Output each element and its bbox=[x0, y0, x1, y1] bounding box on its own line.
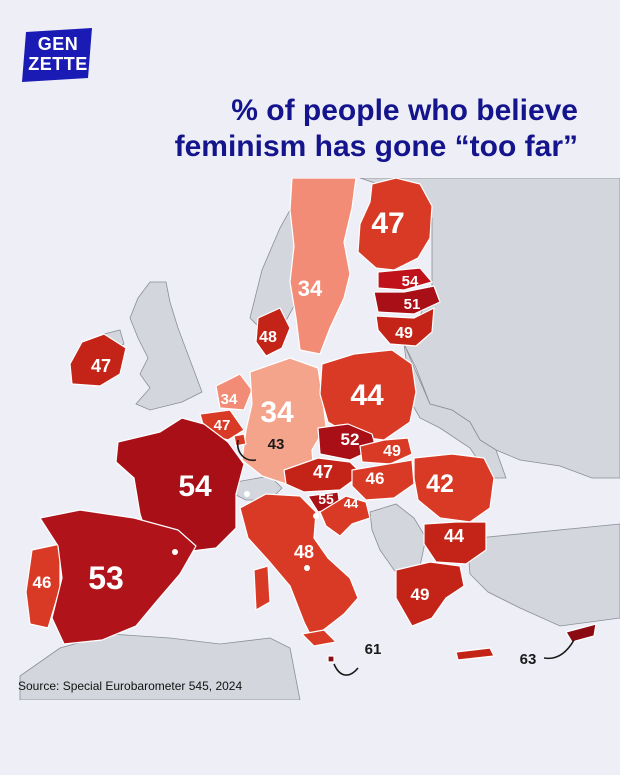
logo-line-2: ZETTE bbox=[28, 54, 88, 74]
bulgaria-value-label: 44 bbox=[444, 526, 464, 546]
sicily-shape bbox=[301, 629, 337, 647]
hungary-value-label: 46 bbox=[366, 469, 385, 488]
slovenia-value-label: 55 bbox=[318, 491, 334, 507]
bulgaria-shape bbox=[423, 521, 487, 565]
romania-shape bbox=[413, 453, 495, 523]
city-dot bbox=[172, 549, 178, 555]
logo-line-1: GEN bbox=[37, 34, 79, 54]
netherlands-value-label: 34 bbox=[221, 391, 238, 408]
capital-dots bbox=[172, 491, 319, 571]
value-labels: 47 34 54 51 49 48 47 34 47 34 43 44 52 49 47 46 55 44 42 44… bbox=[33, 207, 537, 668]
eu-countries bbox=[25, 178, 597, 663]
latvia-shape bbox=[373, 285, 441, 315]
brand-logo: GEN ZETTE bbox=[22, 26, 94, 84]
slovakia-value-label: 49 bbox=[383, 443, 401, 460]
crete-shape bbox=[455, 647, 495, 661]
spain-shape bbox=[39, 509, 197, 645]
croatia-shape bbox=[319, 495, 371, 537]
poland-shape bbox=[319, 349, 417, 441]
greece-shape bbox=[395, 561, 465, 627]
spain-value-label: 53 bbox=[88, 560, 124, 596]
sardinia-shape bbox=[253, 565, 271, 611]
finland-shape bbox=[357, 178, 433, 271]
malta-shape bbox=[327, 655, 335, 663]
page-title: % of people who believe feminism has gon… bbox=[98, 93, 578, 165]
callout-arrows bbox=[236, 439, 575, 676]
france-value-label: 54 bbox=[178, 470, 212, 503]
city-dot bbox=[244, 491, 250, 497]
sweden-value-label: 34 bbox=[298, 276, 323, 301]
malta-arrow bbox=[333, 663, 359, 676]
estonia-shape bbox=[377, 267, 433, 291]
italy-shape bbox=[239, 493, 359, 639]
france-shape bbox=[115, 417, 245, 553]
cyprus-value-label: 63 bbox=[520, 651, 537, 668]
slovakia-shape bbox=[359, 437, 413, 465]
austria-shape bbox=[283, 457, 363, 493]
ireland-value-label: 47 bbox=[91, 356, 111, 376]
title-line-1: % of people who believe bbox=[231, 94, 578, 127]
luxembourg-shape bbox=[233, 433, 247, 447]
belgium-value-label: 47 bbox=[214, 417, 231, 434]
portugal-value-label: 46 bbox=[33, 573, 52, 592]
logo-badge bbox=[22, 28, 92, 82]
croatia-value-label: 44 bbox=[344, 496, 359, 511]
finland-value-label: 47 bbox=[371, 207, 404, 240]
title-line-2: feminism has gone “too far” bbox=[174, 130, 578, 163]
source-note: Source: Special Eurobarometer 545, 2024 bbox=[18, 679, 243, 693]
romania-value-label: 42 bbox=[426, 470, 454, 498]
malta-value-label: 61 bbox=[365, 641, 382, 658]
lithuania-shape bbox=[375, 307, 435, 347]
austria-value-label: 47 bbox=[313, 462, 333, 482]
ireland-shape bbox=[69, 333, 127, 387]
greece-value-label: 49 bbox=[411, 585, 430, 604]
cyprus-shape bbox=[565, 623, 597, 643]
luxembourg-value-label: 43 bbox=[268, 436, 285, 453]
estonia-value-label: 54 bbox=[402, 273, 419, 290]
poland-value-label: 44 bbox=[350, 379, 384, 412]
logo-wordmark: GEN ZETTE bbox=[22, 34, 94, 74]
city-dot bbox=[304, 565, 310, 571]
cyprus-arrow bbox=[543, 639, 575, 660]
sweden-shape bbox=[289, 178, 357, 355]
denmark-shape bbox=[255, 307, 291, 357]
lithuania-value-label: 49 bbox=[395, 325, 413, 342]
luxembourg-arrow bbox=[236, 439, 257, 462]
hungary-shape bbox=[351, 459, 415, 501]
europe-map: 47 34 54 51 49 48 47 34 47 34 43 44 52 49 47 46 55 44 42 44… bbox=[19, 178, 620, 700]
italy-value-label: 48 bbox=[294, 542, 314, 562]
latvia-value-label: 51 bbox=[404, 296, 421, 313]
germany-value-label: 34 bbox=[260, 396, 294, 429]
denmark-value-label: 48 bbox=[259, 329, 277, 346]
czechia-value-label: 52 bbox=[341, 430, 360, 449]
city-dot bbox=[313, 513, 319, 519]
netherlands-shape bbox=[215, 373, 253, 411]
